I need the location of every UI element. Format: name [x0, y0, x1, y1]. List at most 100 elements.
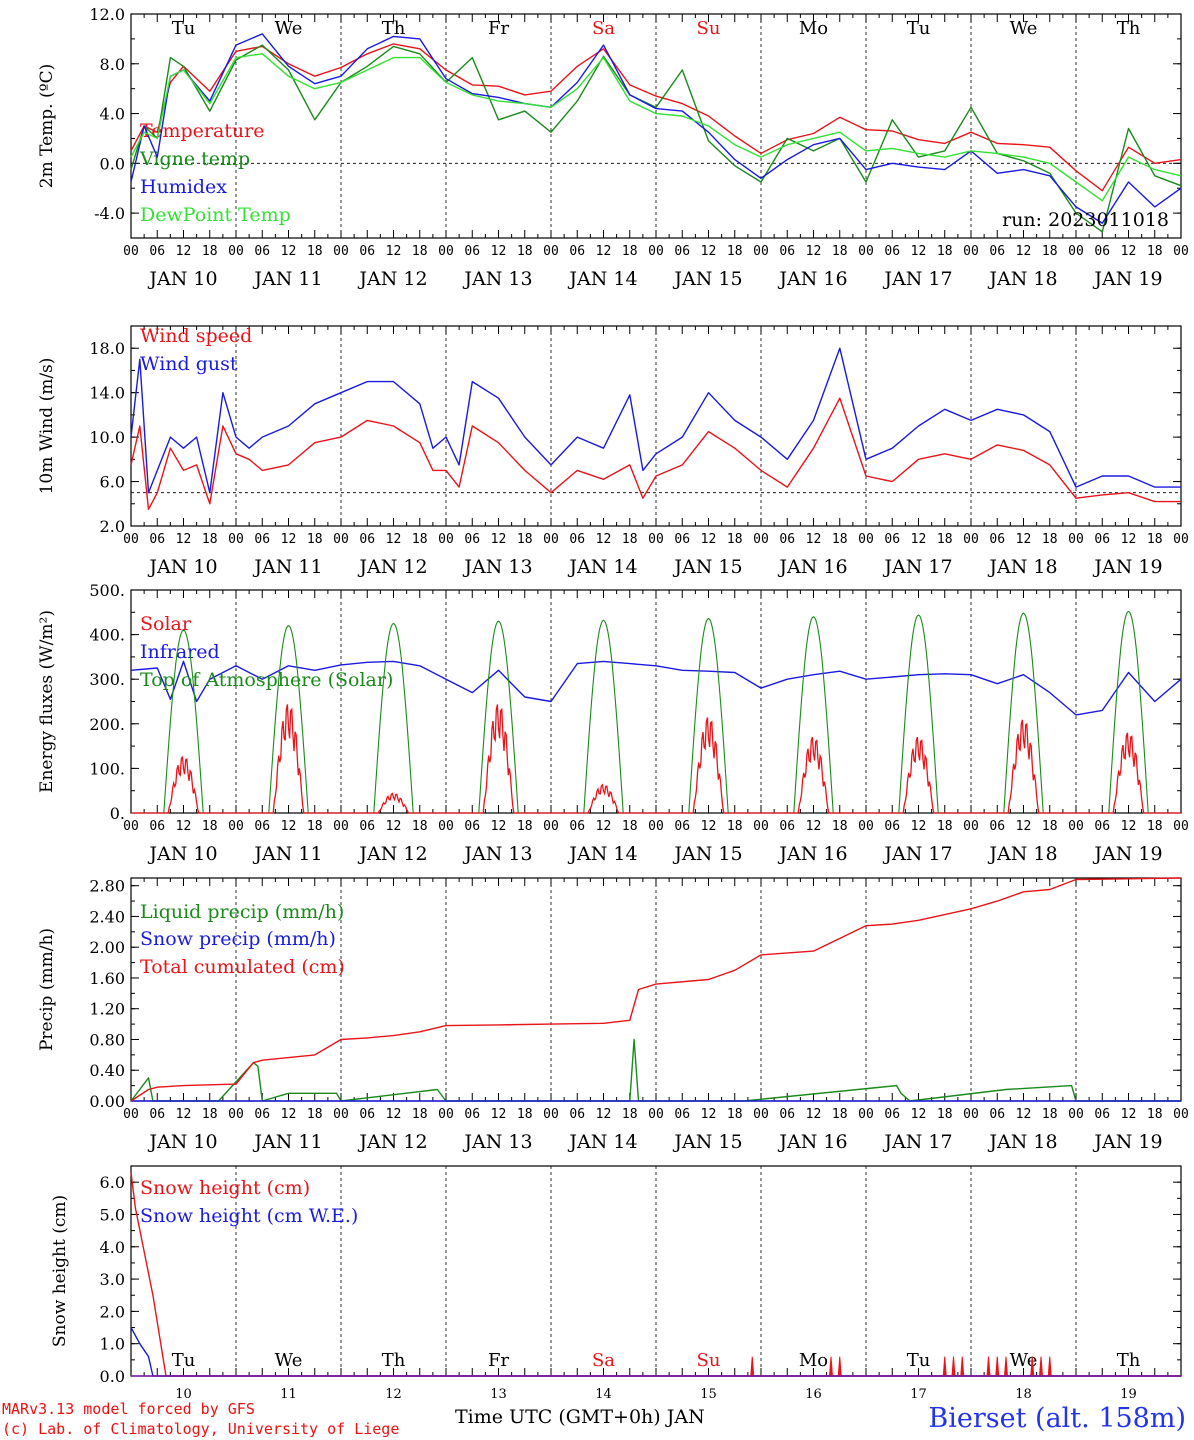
x-tick-label: 12 [1121, 1107, 1137, 1122]
x-tick-label: 00 [858, 1107, 874, 1122]
x-tick-label: 00 [648, 1107, 664, 1122]
x-tick-label: 06 [989, 1107, 1005, 1122]
y-tick-label: 8.0 [100, 55, 125, 74]
x-tick-label: 00 [963, 532, 979, 547]
x-tick-label: 18 [517, 244, 533, 259]
x-tick-label: 06 [674, 244, 690, 259]
x-tick-label: 00 [543, 244, 559, 259]
x-tick-label: 00 [1068, 819, 1084, 834]
x-tick-label: 06 [569, 244, 585, 259]
x-tick-label: 00 [1068, 1107, 1084, 1122]
x-tick-label: 12 [1121, 244, 1137, 259]
x-tick-label: 00 [648, 819, 664, 834]
x-tick-label: 12 [1016, 532, 1032, 547]
series-line [130, 33, 1182, 224]
x-tick-label: 06 [989, 819, 1005, 834]
x-tick-label: 12 [701, 244, 717, 259]
weekday-label: Mo [799, 18, 828, 39]
day-number-label: 14 [595, 1387, 612, 1402]
y-tick-label: 5.0 [100, 1205, 125, 1224]
weekday-label: Su [697, 18, 721, 39]
date-label: JAN 10 [147, 268, 217, 290]
snow-spike [995, 1356, 1000, 1377]
x-tick-label: 06 [989, 532, 1005, 547]
x-tick-label: 12 [491, 532, 507, 547]
x-tick-label: 00 [333, 244, 349, 259]
x-tick-label: 18 [1147, 819, 1163, 834]
x-tick-label: 18 [1042, 532, 1058, 547]
x-tick-label: 18 [412, 532, 428, 547]
panel-4: 2.80 2.40 2.00 1.60 1.20 0.80 0.40 0.00 Precip (… [37, 877, 1189, 1153]
date-label: JAN 14 [567, 1131, 637, 1153]
x-tick-label: 18 [937, 1107, 953, 1122]
x-tick-label: 12 [596, 1107, 612, 1122]
x-tick-label: 00 [228, 819, 244, 834]
x-tick-label: 12 [281, 1107, 297, 1122]
date-label: JAN 15 [672, 1131, 742, 1153]
y-tick-label: 0.40 [89, 1061, 125, 1080]
snow-spike [837, 1356, 842, 1377]
series-line [130, 347, 1181, 494]
weekday-label: Th [1117, 1350, 1141, 1371]
x-tick-label: 06 [779, 1107, 795, 1122]
date-label: JAN 19 [1092, 268, 1162, 290]
x-tick-label: 18 [1147, 1107, 1163, 1122]
series-line [130, 397, 1181, 510]
x-tick-label: 06 [989, 244, 1005, 259]
x-tick-label: 06 [149, 1107, 165, 1122]
x-tick-label: 18 [517, 532, 533, 547]
x-tick-label: 12 [596, 819, 612, 834]
x-tick-label: 00 [438, 244, 454, 259]
y-tick-label: 4.0 [100, 1238, 125, 1257]
date-label: JAN 16 [777, 843, 847, 865]
x-tick-label: 18 [622, 1107, 638, 1122]
x-tick-label: 18 [937, 819, 953, 834]
date-label: JAN 14 [567, 268, 637, 290]
date-label: JAN 10 [147, 556, 217, 578]
x-tick-label: 12 [491, 1107, 507, 1122]
x-tick-label: 12 [491, 819, 507, 834]
y-tick-label: 0. [110, 804, 125, 823]
x-tick-label: 18 [727, 1107, 743, 1122]
x-tick-label: 06 [884, 1107, 900, 1122]
x-tick-label: 18 [832, 1107, 848, 1122]
x-tick-label: 18 [622, 244, 638, 259]
weekday-label: Th [1117, 18, 1141, 39]
series-line [130, 877, 1182, 1102]
series-line [130, 43, 1182, 192]
x-tick-label: 12 [386, 532, 402, 547]
y-tick-label: 18.0 [89, 339, 125, 358]
x-tick-label: 18 [1042, 1107, 1058, 1122]
series-line [130, 53, 1182, 202]
x-tick-label: 00 [1173, 244, 1189, 259]
date-label: JAN 15 [672, 843, 742, 865]
snow-spike [1003, 1356, 1009, 1377]
x-tick-label: 00 [228, 1107, 244, 1122]
date-label: JAN 13 [462, 843, 532, 865]
date-label: JAN 18 [987, 843, 1057, 865]
y-tick-label: 200. [89, 715, 125, 734]
y-tick-label: 2.40 [89, 907, 125, 926]
y-tick-label: 2.00 [89, 938, 125, 957]
x-tick-label: 00 [753, 819, 769, 834]
panel-1: 12.0 8.0 4.0 0.0 -4.0 2m Temp. (ºC) 00 06 12 18 JA… [37, 5, 1189, 290]
solar-line [131, 704, 1181, 814]
plot-frame [130, 589, 1182, 814]
y-tick-label: 1.60 [89, 969, 125, 988]
x-tick-label: 12 [1016, 1107, 1032, 1122]
x-tick-label: 00 [123, 819, 139, 834]
x-tick-label: 12 [1016, 819, 1032, 834]
x-tick-label: 12 [806, 244, 822, 259]
x-tick-label: 12 [386, 1107, 402, 1122]
x-tick-label: 06 [1094, 1107, 1110, 1122]
x-tick-label: 12 [176, 244, 192, 259]
x-tick-label: 12 [176, 819, 192, 834]
x-tick-label: 00 [543, 1107, 559, 1122]
snow-spike [750, 1356, 755, 1377]
weekday-label: Tu [172, 1350, 196, 1371]
day-number-label: 15 [700, 1387, 717, 1402]
day-number-label: 10 [175, 1387, 192, 1402]
x-tick-label: 18 [727, 532, 743, 547]
legend-entry: Top of Atmosphere (Solar) [140, 669, 393, 691]
y-tick-label: 3.0 [100, 1270, 125, 1289]
